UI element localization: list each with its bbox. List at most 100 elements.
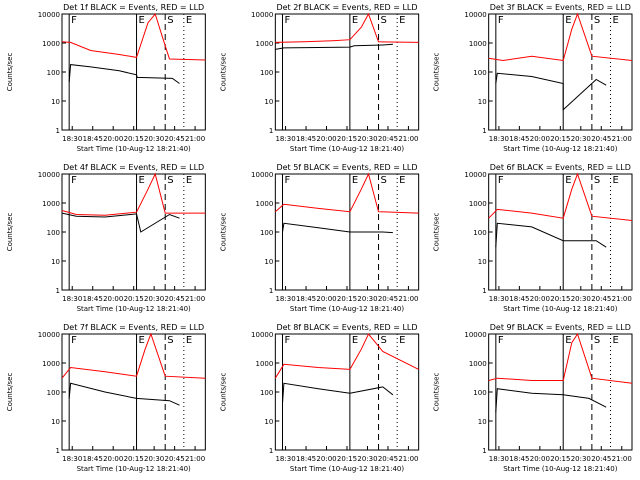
x-tick-label: 20:30 xyxy=(357,135,377,143)
y-tick-label: 1 xyxy=(269,127,273,135)
y-tick-label: 10 xyxy=(51,98,60,106)
y-tick-label: 10 xyxy=(51,258,60,266)
x-tick-label: 18:45 xyxy=(296,135,316,143)
panel-8: Det 8f BLACK = Events, RED = LLD 1 10 100 10… xyxy=(219,323,420,473)
x-tick-label: 20:45 xyxy=(165,455,185,463)
x-tick-label: 20:30 xyxy=(571,295,591,303)
y-tick-label: 1000 xyxy=(256,200,274,208)
x-axis-label: Start Time (10-Aug-12 18:21:40) xyxy=(290,305,404,313)
flag-label: F xyxy=(71,175,77,186)
flag-label: E xyxy=(139,175,145,186)
y-tick-label: 10000 xyxy=(38,171,60,179)
y-axis-label: Counts/sec xyxy=(219,373,227,412)
series-events xyxy=(68,382,180,406)
y-tick-label: 100 xyxy=(260,69,273,77)
y-tick-label: 1 xyxy=(482,287,486,295)
flag-label: E xyxy=(352,175,358,186)
flag-label: F xyxy=(71,335,77,346)
panel-6: Det 6f BLACK = Events, RED = LLD 1 10 100 10… xyxy=(433,163,633,313)
x-tick-label: 20:00 xyxy=(316,295,336,303)
y-axis-label: Counts/sec xyxy=(6,53,14,92)
flag-label: S xyxy=(167,335,173,346)
x-tick-label: 20:00 xyxy=(103,455,123,463)
x-tick-label: 18:30 xyxy=(275,295,295,303)
x-tick-label: 18:30 xyxy=(62,455,82,463)
y-axis-label: Counts/sec xyxy=(433,373,441,412)
plot-frame xyxy=(61,13,206,131)
y-tick-label: 100 xyxy=(260,389,273,397)
series-events xyxy=(282,382,394,404)
series-events xyxy=(275,43,393,50)
flag-label: F xyxy=(498,15,504,26)
x-tick-label: 20:00 xyxy=(103,295,123,303)
plot-frame xyxy=(274,333,420,451)
flag-label: E xyxy=(565,335,571,346)
y-tick-label: 10000 xyxy=(38,331,60,339)
y-tick-label: 100 xyxy=(473,69,486,77)
x-tick-label: 21:00 xyxy=(185,295,205,303)
x-tick-label: 18:30 xyxy=(275,135,295,143)
y-tick-label: 1 xyxy=(56,287,60,295)
panel-title: Det 3f BLACK = Events, RED = LLD xyxy=(490,3,631,12)
plot-frame xyxy=(488,333,633,451)
series-lld xyxy=(61,12,206,61)
y-tick-label: 10000 xyxy=(464,11,486,19)
series-lld xyxy=(274,172,419,214)
y-tick-label: 100 xyxy=(260,229,273,237)
x-tick-label: 21:00 xyxy=(398,295,418,303)
plot-frame xyxy=(274,13,420,131)
y-axis-label: Counts/sec xyxy=(433,213,441,252)
x-tick-label: 18:45 xyxy=(83,135,103,143)
flag-label: F xyxy=(71,15,77,26)
x-tick-label: 20:45 xyxy=(165,135,185,143)
panel-title: Det 4f BLACK = Events, RED = LLD xyxy=(63,163,204,172)
panel-title: Det 5f BLACK = Events, RED = LLD xyxy=(276,163,417,172)
panel-title: Det 9f BLACK = Events, RED = LLD xyxy=(490,323,631,332)
x-tick-label: 20:30 xyxy=(144,455,164,463)
panel-title: Det 2f BLACK = Events, RED = LLD xyxy=(276,3,417,12)
x-tick-label: 18:45 xyxy=(509,455,529,463)
flag-label: S xyxy=(594,175,600,186)
series-lld xyxy=(488,12,633,62)
x-tick-label: 20:45 xyxy=(378,455,398,463)
flag-label: E xyxy=(139,335,145,346)
x-tick-label: 18:45 xyxy=(509,135,529,143)
x-tick-label: 20:30 xyxy=(144,295,164,303)
x-axis-label: Start Time (10-Aug-12 18:21:40) xyxy=(77,145,191,153)
x-tick-label: 20:15 xyxy=(337,295,357,303)
flag-label: F xyxy=(285,15,291,26)
x-tick-label: 18:45 xyxy=(296,295,316,303)
plot-frame xyxy=(61,333,206,451)
flag-label: E xyxy=(613,335,619,346)
x-axis-label: Start Time (10-Aug-12 18:21:40) xyxy=(290,465,404,473)
flag-label: S xyxy=(381,335,387,346)
y-tick-label: 100 xyxy=(47,389,60,397)
series-events xyxy=(495,388,607,413)
x-tick-label: 18:45 xyxy=(83,295,103,303)
y-tick-label: 10 xyxy=(264,418,273,426)
series-lld xyxy=(61,332,206,379)
x-tick-label: 20:15 xyxy=(337,135,357,143)
y-tick-label: 10 xyxy=(478,418,487,426)
series-events xyxy=(282,222,393,234)
x-tick-label: 20:15 xyxy=(124,455,144,463)
x-axis-label: Start Time (10-Aug-12 18:21:40) xyxy=(77,305,191,313)
flag-label: E xyxy=(186,335,192,346)
x-tick-label: 20:45 xyxy=(378,135,398,143)
panel-title: Det 1f BLACK = Events, RED = LLD xyxy=(63,3,204,12)
flag-label: S xyxy=(381,15,387,26)
y-tick-label: 10000 xyxy=(38,11,60,19)
x-tick-label: 20:30 xyxy=(357,295,377,303)
series-lld xyxy=(274,333,419,379)
y-tick-label: 1000 xyxy=(469,40,487,48)
plot-frame xyxy=(488,173,633,291)
y-tick-label: 10000 xyxy=(251,11,273,19)
y-tick-label: 1000 xyxy=(469,360,487,368)
x-tick-label: 20:00 xyxy=(530,295,550,303)
x-tick-label: 21:00 xyxy=(612,455,632,463)
y-tick-label: 1000 xyxy=(42,200,60,208)
y-axis-label: Counts/sec xyxy=(6,213,14,252)
y-tick-label: 100 xyxy=(473,389,486,397)
series-lld xyxy=(61,172,206,216)
